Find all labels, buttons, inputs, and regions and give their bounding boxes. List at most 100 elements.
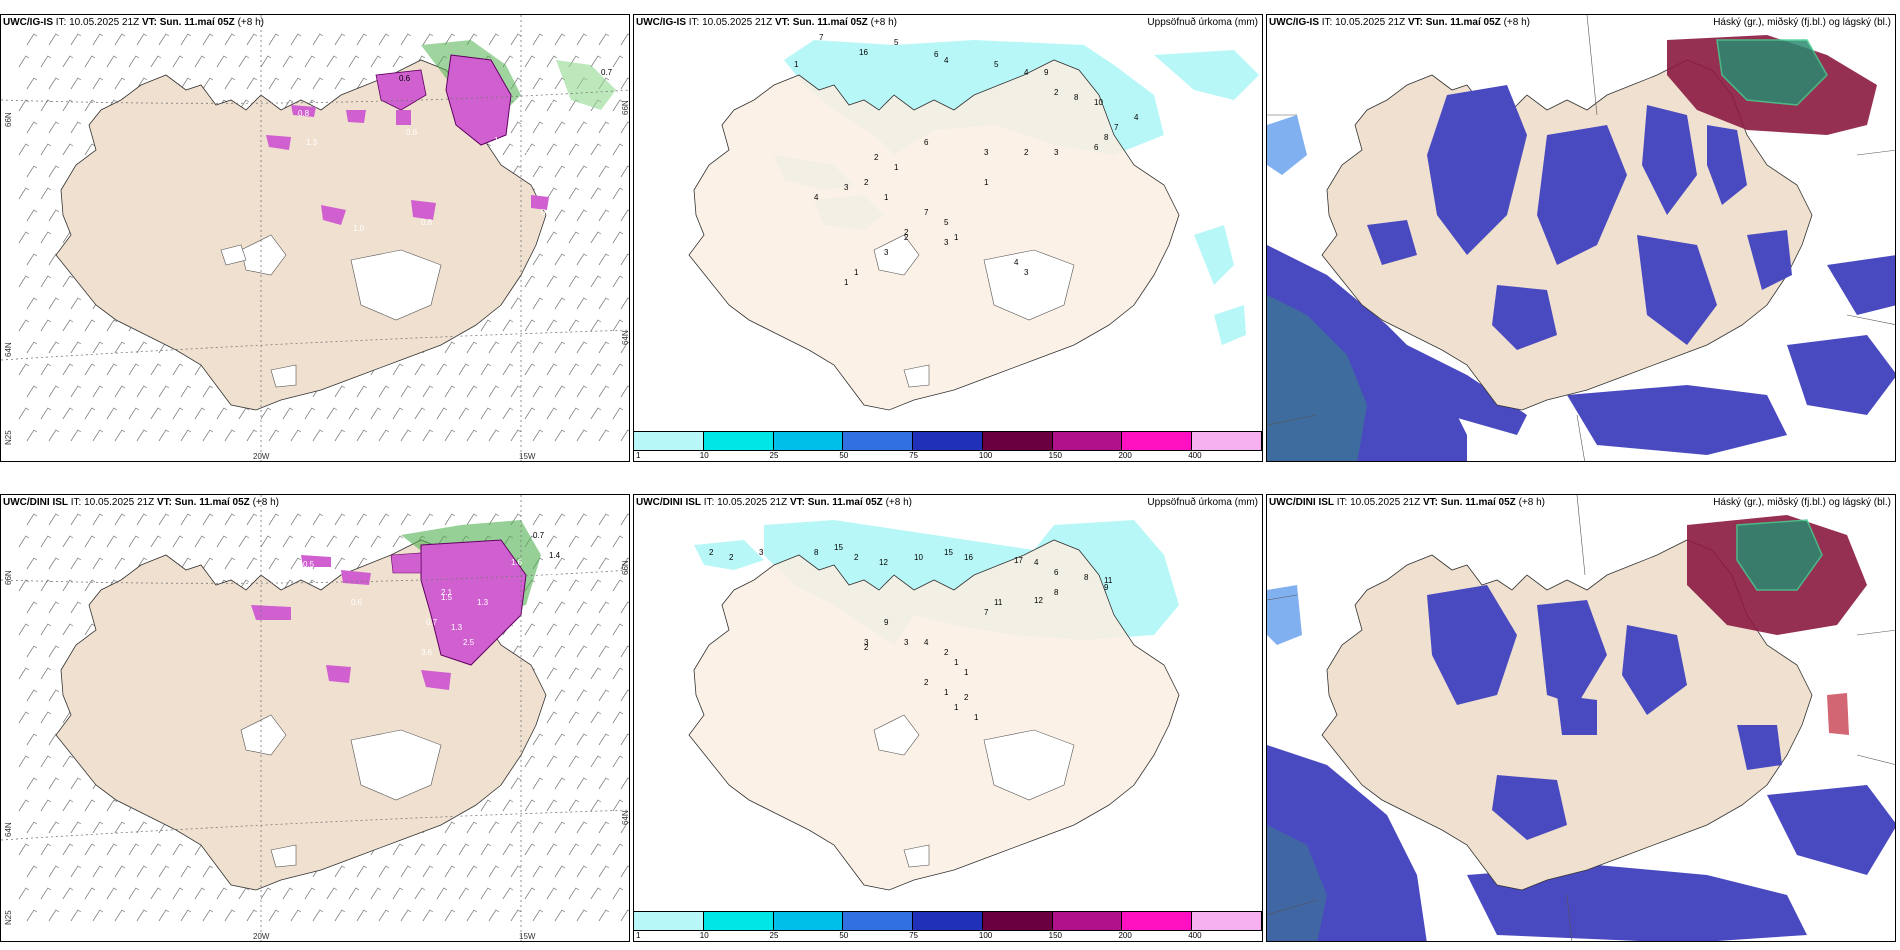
- wind-barb: [106, 535, 118, 548]
- value-label: 3: [944, 238, 949, 247]
- wind-barb: [26, 601, 38, 614]
- wind-barb: [546, 711, 558, 724]
- wind-barb: [598, 557, 610, 570]
- model-name: UWC/IG-IS: [636, 17, 686, 28]
- wind-barb: [326, 407, 338, 420]
- lat-label: N25: [4, 910, 13, 925]
- wind-barb: [356, 513, 368, 526]
- value-label: 2.1: [441, 588, 453, 597]
- wind-barb: [568, 187, 580, 200]
- wind-barb: [620, 341, 629, 354]
- wind-barb: [576, 909, 588, 922]
- wind-barb: [246, 557, 258, 570]
- wind-barb: [282, 535, 294, 548]
- value-label: 9: [1044, 68, 1049, 77]
- grid-lines: [1267, 15, 1895, 461]
- wind-barb: [348, 887, 360, 900]
- wind-barb: [282, 407, 294, 420]
- colorbar-segment: [703, 912, 774, 930]
- wind-barb: [612, 319, 624, 332]
- wind-barb: [378, 909, 390, 922]
- wind-barb: [378, 429, 390, 442]
- wind-barb: [590, 231, 602, 244]
- wind-barb: [546, 363, 558, 376]
- colorbar-segment: [1052, 432, 1123, 450]
- wind-barb: [466, 429, 478, 442]
- wind-barb: [576, 341, 588, 354]
- wind-barb: [136, 33, 148, 46]
- value-label: 1: [954, 703, 959, 712]
- green-area: [556, 60, 616, 110]
- mid-cloud-area: [1737, 725, 1782, 770]
- wind-barb: [172, 535, 184, 548]
- wind-barb: [590, 407, 602, 420]
- wind-barb: [26, 645, 38, 658]
- wind-barb: [136, 821, 148, 834]
- lat-label: N25: [4, 430, 13, 445]
- wind-barb: [612, 55, 624, 68]
- wind-barb: [554, 209, 566, 222]
- light-cloud-area: [1267, 585, 1302, 645]
- wind-barb: [84, 887, 96, 900]
- glacier: [903, 844, 930, 868]
- wind-barb: [290, 909, 302, 922]
- wind-barb: [356, 557, 368, 570]
- wind-barb: [488, 429, 500, 442]
- wind-barb: [18, 799, 30, 812]
- vt-label: VT:: [1407, 17, 1423, 28]
- wind-barb: [92, 557, 104, 570]
- wind-barb: [612, 407, 624, 420]
- it-label: IT:: [1321, 17, 1333, 28]
- wind-barb: [62, 99, 74, 112]
- model-name: UWC/DINI ISL: [3, 497, 68, 508]
- wind-barb: [180, 865, 192, 878]
- wind-barb: [40, 99, 52, 112]
- wind-barb: [26, 385, 38, 398]
- wind-barb: [84, 363, 96, 376]
- value-label: 9: [884, 618, 889, 627]
- wind-barb: [466, 341, 478, 354]
- it-label: IT:: [688, 17, 700, 28]
- wind-barb: [568, 755, 580, 768]
- wind-barb: [70, 121, 82, 134]
- colorbar-tick-label: 1: [636, 931, 641, 940]
- wind-barb: [532, 821, 544, 834]
- vt-time: Sun. 11.maí 05Z: [807, 497, 883, 508]
- lat-label: 66N: [621, 100, 630, 115]
- wind-barb: [136, 77, 148, 90]
- wind-barb: [106, 319, 118, 332]
- wind-barb: [546, 143, 558, 156]
- wind-barb: [48, 297, 60, 310]
- wind-barb: [502, 843, 514, 856]
- value-label: 1: [844, 278, 849, 287]
- wind-barb: [392, 887, 404, 900]
- value-label: 1.3: [494, 136, 506, 145]
- wind-barb: [480, 407, 492, 420]
- wind-barb: [136, 909, 148, 922]
- value-label: 2: [904, 228, 909, 237]
- wind-barb: [194, 535, 206, 548]
- wind-barb: [114, 821, 126, 834]
- wind-barb: [598, 165, 610, 178]
- wind-barb: [612, 231, 624, 244]
- wind-barb: [576, 165, 588, 178]
- wind-barb: [532, 429, 544, 442]
- wind-barb: [158, 429, 170, 442]
- colorbar-labels: 1 10 25 50 75 100 150 200 400: [634, 451, 1262, 461]
- wind-barb: [568, 535, 580, 548]
- value-label: 15: [944, 548, 953, 557]
- it-time: 10.05.2025 21Z: [717, 497, 788, 508]
- wind-barb: [238, 535, 250, 548]
- colorbar-segment: [1192, 912, 1262, 930]
- wind-barb: [620, 121, 629, 134]
- wind-barb: [554, 253, 566, 266]
- colorbar-tick-label: 75: [909, 451, 919, 460]
- wind-barb: [26, 909, 38, 922]
- wind-barb: [18, 711, 30, 724]
- wind-map: 0.6 0.7 1.1 0.7 1.3 0.6 0.8 1.3 1.0 0.8 0.7 0.8: [1, 15, 629, 461]
- low-cloud-area: [1267, 825, 1327, 941]
- value-label: 2.2: [549, 571, 561, 580]
- value-label: 1: [894, 163, 899, 172]
- wind-barb: [62, 799, 74, 812]
- wind-barb: [356, 33, 368, 46]
